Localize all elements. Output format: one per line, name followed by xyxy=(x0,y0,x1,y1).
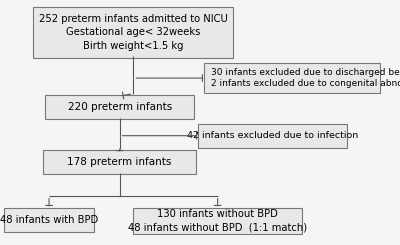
FancyBboxPatch shape xyxy=(43,150,196,174)
Text: 130 infants without BPD
48 infants without BPD  (1:1 match): 130 infants without BPD 48 infants witho… xyxy=(128,209,307,233)
FancyBboxPatch shape xyxy=(204,63,380,93)
Text: 48 infants with BPD: 48 infants with BPD xyxy=(0,215,98,225)
Text: 178 preterm infants: 178 preterm infants xyxy=(68,157,172,167)
FancyBboxPatch shape xyxy=(4,208,94,232)
FancyBboxPatch shape xyxy=(45,95,194,119)
Text: 220 preterm infants: 220 preterm infants xyxy=(68,102,172,112)
Text: 42 infants excluded due to infection: 42 infants excluded due to infection xyxy=(187,131,358,140)
FancyBboxPatch shape xyxy=(133,208,302,234)
FancyBboxPatch shape xyxy=(198,124,347,148)
Text: 252 preterm infants admitted to NICU
Gestational age< 32weeks
Birth weight<1.5 k: 252 preterm infants admitted to NICU Ges… xyxy=(39,14,228,51)
FancyBboxPatch shape xyxy=(34,7,233,58)
Text: 30 infants excluded due to discharged before the diagnosis of BPD
2 infants excl: 30 infants excluded due to discharged be… xyxy=(210,68,400,88)
